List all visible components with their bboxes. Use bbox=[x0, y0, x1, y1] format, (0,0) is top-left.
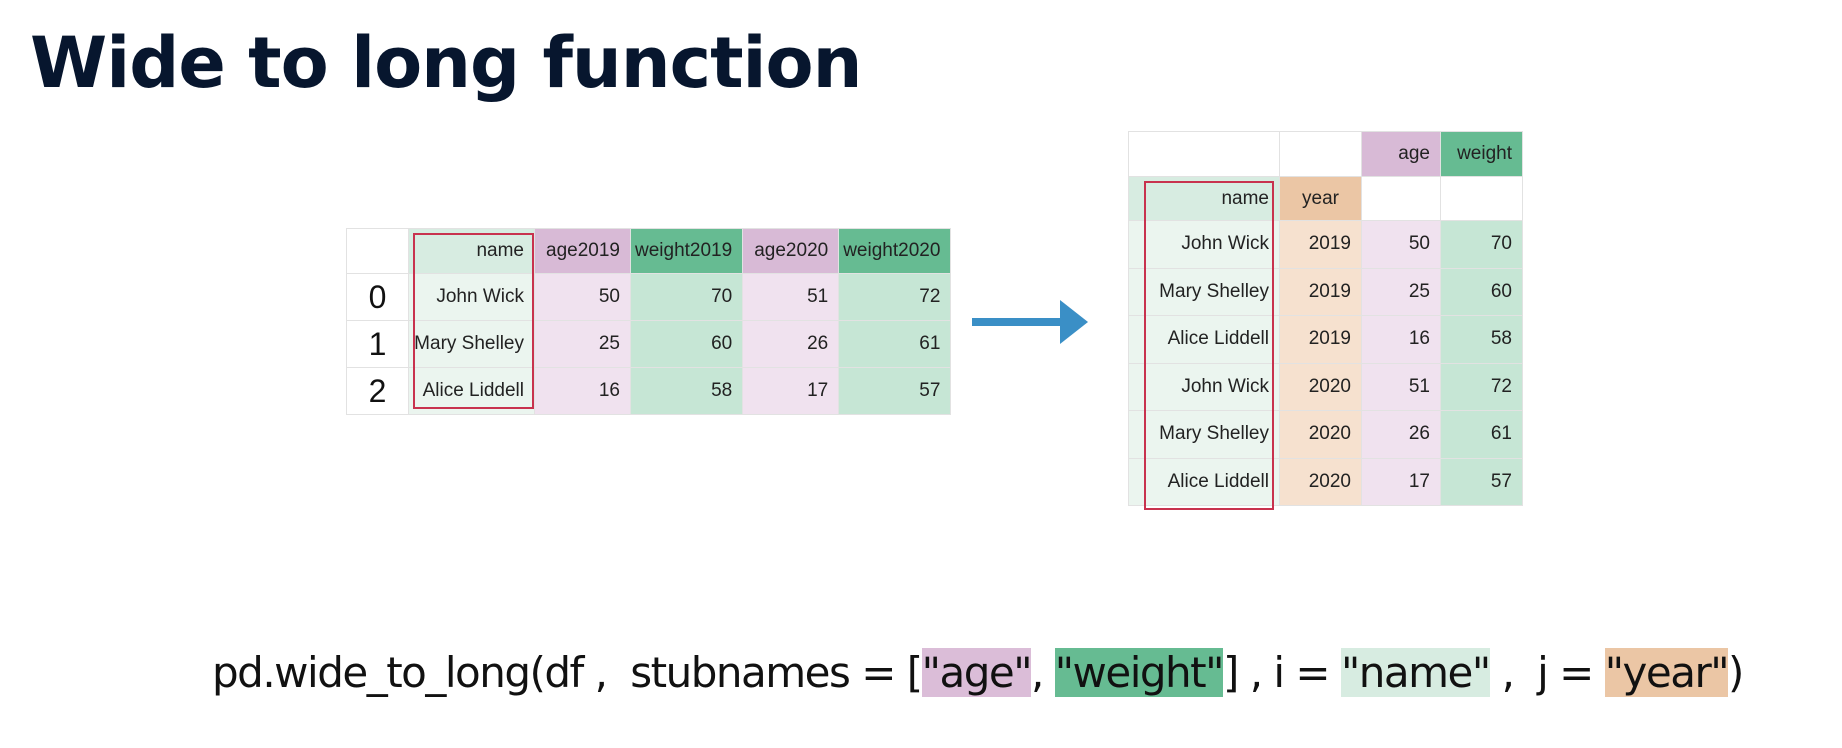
cell-name: Alice Liddell bbox=[1128, 457, 1280, 506]
row-index: 1 bbox=[346, 320, 409, 368]
cell-name: Alice Liddell bbox=[408, 367, 535, 415]
row-index: 2 bbox=[346, 367, 409, 415]
cell-name: Alice Liddell bbox=[1128, 315, 1280, 364]
long-header-age: age bbox=[1361, 131, 1441, 177]
wide-header-index bbox=[346, 228, 409, 274]
cell-age2020: 17 bbox=[742, 367, 840, 415]
formula-comma: , bbox=[1031, 648, 1055, 697]
formula-i-name: "name" bbox=[1340, 648, 1491, 697]
cell-weight2020: 72 bbox=[838, 273, 952, 321]
cell-age: 16 bbox=[1361, 315, 1441, 364]
cell-name: John Wick bbox=[1128, 362, 1280, 411]
cell-age: 25 bbox=[1361, 267, 1441, 316]
code-formula: pd.wide_to_long(df , stubnames = ["age",… bbox=[212, 648, 1744, 697]
formula-comma: , j = bbox=[1489, 648, 1605, 697]
cell-weight: 70 bbox=[1440, 220, 1523, 269]
long-table: age weight name year John Wick 2019 50 7… bbox=[1128, 131, 1523, 506]
cell-age2020: 26 bbox=[742, 320, 840, 368]
formula-middle: ] , i = bbox=[1222, 648, 1341, 697]
formula-stub-age: "age" bbox=[921, 648, 1033, 697]
table-row: Mary Shelley 2020 26 61 bbox=[1128, 410, 1523, 459]
formula-stub-weight: "weight" bbox=[1054, 648, 1224, 697]
table-row: Mary Shelley 2019 25 60 bbox=[1128, 267, 1523, 316]
formula-prefix: pd.wide_to_long(df , stubnames = [ bbox=[212, 648, 923, 697]
long-header-name: name bbox=[1128, 176, 1280, 221]
cell-age: 26 bbox=[1361, 410, 1441, 459]
cell-year: 2019 bbox=[1279, 267, 1362, 316]
cell-weight2019: 60 bbox=[629, 320, 744, 368]
cell-year: 2019 bbox=[1279, 315, 1362, 364]
cell-age: 51 bbox=[1361, 362, 1441, 411]
cell-year: 2020 bbox=[1279, 410, 1362, 459]
table-row: 2 Alice Liddell 16 58 17 57 bbox=[346, 367, 952, 415]
table-row: Alice Liddell 2019 16 58 bbox=[1128, 315, 1523, 364]
wide-header-weight2020: weight2020 bbox=[838, 228, 952, 274]
table-row: John Wick 2020 51 72 bbox=[1128, 362, 1523, 411]
cell-age: 50 bbox=[1361, 220, 1441, 269]
cell-name: Mary Shelley bbox=[1128, 267, 1280, 316]
cell-year: 2019 bbox=[1279, 220, 1362, 269]
table-row: Alice Liddell 2020 17 57 bbox=[1128, 457, 1523, 506]
formula-suffix: ) bbox=[1728, 648, 1744, 697]
formula-j-year: "year" bbox=[1604, 648, 1730, 697]
long-header-weight: weight bbox=[1440, 131, 1523, 177]
table-row: 0 John Wick 50 70 51 72 bbox=[346, 273, 952, 321]
cell-weight2019: 70 bbox=[629, 273, 744, 321]
wide-header-row: name age2019 weight2019 age2020 weight20… bbox=[346, 228, 952, 274]
wide-header-age2019: age2019 bbox=[534, 228, 631, 274]
cell-age: 17 bbox=[1361, 457, 1441, 506]
cell-name: John Wick bbox=[408, 273, 535, 321]
cell-weight: 72 bbox=[1440, 362, 1523, 411]
cell-weight: 58 bbox=[1440, 315, 1523, 364]
cell-weight2020: 57 bbox=[838, 367, 952, 415]
cell-age2020: 51 bbox=[742, 273, 840, 321]
cell-name: Mary Shelley bbox=[1128, 410, 1280, 459]
cell-weight: 60 bbox=[1440, 267, 1523, 316]
cell-year: 2020 bbox=[1279, 457, 1362, 506]
long-header-year: year bbox=[1279, 176, 1362, 221]
cell-age2019: 25 bbox=[534, 320, 631, 368]
long-header-row-values: age weight bbox=[1128, 131, 1523, 177]
table-row: John Wick 2019 50 70 bbox=[1128, 220, 1523, 269]
arrow-right-icon bbox=[972, 300, 1088, 344]
table-row: 1 Mary Shelley 25 60 26 61 bbox=[346, 320, 952, 368]
wide-header-name: name bbox=[408, 228, 535, 274]
cell-age2019: 50 bbox=[534, 273, 631, 321]
cell-name: Mary Shelley bbox=[408, 320, 535, 368]
cell-name: John Wick bbox=[1128, 220, 1280, 269]
cell-weight: 61 bbox=[1440, 410, 1523, 459]
page-title: Wide to long function bbox=[30, 22, 862, 104]
cell-weight2019: 58 bbox=[629, 367, 744, 415]
cell-weight2020: 61 bbox=[838, 320, 952, 368]
cell-age2019: 16 bbox=[534, 367, 631, 415]
long-header-row-index: name year bbox=[1128, 176, 1523, 221]
cell-weight: 57 bbox=[1440, 457, 1523, 506]
wide-table: name age2019 weight2019 age2020 weight20… bbox=[346, 228, 952, 415]
wide-header-age2020: age2020 bbox=[742, 228, 840, 274]
cell-year: 2020 bbox=[1279, 362, 1362, 411]
row-index: 0 bbox=[346, 273, 409, 321]
wide-header-weight2019: weight2019 bbox=[629, 228, 744, 274]
